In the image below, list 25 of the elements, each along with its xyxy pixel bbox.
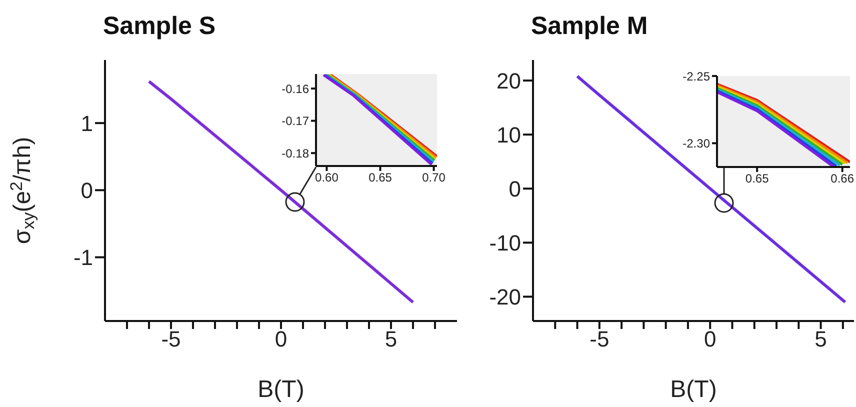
chart-title: Sample M <box>531 12 648 41</box>
y-tick-label: -0.16 <box>282 82 310 96</box>
y-tick-label: -1 <box>73 245 93 270</box>
x-tick-label: 0.66 <box>830 172 854 186</box>
x-tick-label: 0.60 <box>315 170 339 185</box>
x-tick-label: 5 <box>384 326 398 352</box>
y-tick-label: 1 <box>80 110 93 136</box>
y-tick-label: -20 <box>489 284 521 310</box>
y-tick-label: -0.17 <box>282 114 310 128</box>
line-series <box>148 80 414 304</box>
y-tick-label: -0.18 <box>282 146 310 160</box>
x-axis-title: B(T) <box>258 376 304 403</box>
x-tick-label: 0.65 <box>745 172 770 186</box>
y-tick-label: -2.30 <box>682 136 710 150</box>
x-tick-label: 0.65 <box>368 170 392 185</box>
y-tick-label: 10 <box>496 122 521 148</box>
x-tick-label: -5 <box>161 326 181 352</box>
y-tick-label: -2.25 <box>682 69 710 84</box>
y-tick-label: -10 <box>489 230 521 256</box>
x-tick-label: -5 <box>590 326 610 352</box>
x-tick-label: 5 <box>814 326 827 352</box>
x-tick-label: 0.70 <box>422 170 446 185</box>
x-axis-title: B(T) <box>670 376 717 403</box>
chart-title: Sample S <box>103 12 216 41</box>
y-tick-label: 20 <box>496 68 521 94</box>
